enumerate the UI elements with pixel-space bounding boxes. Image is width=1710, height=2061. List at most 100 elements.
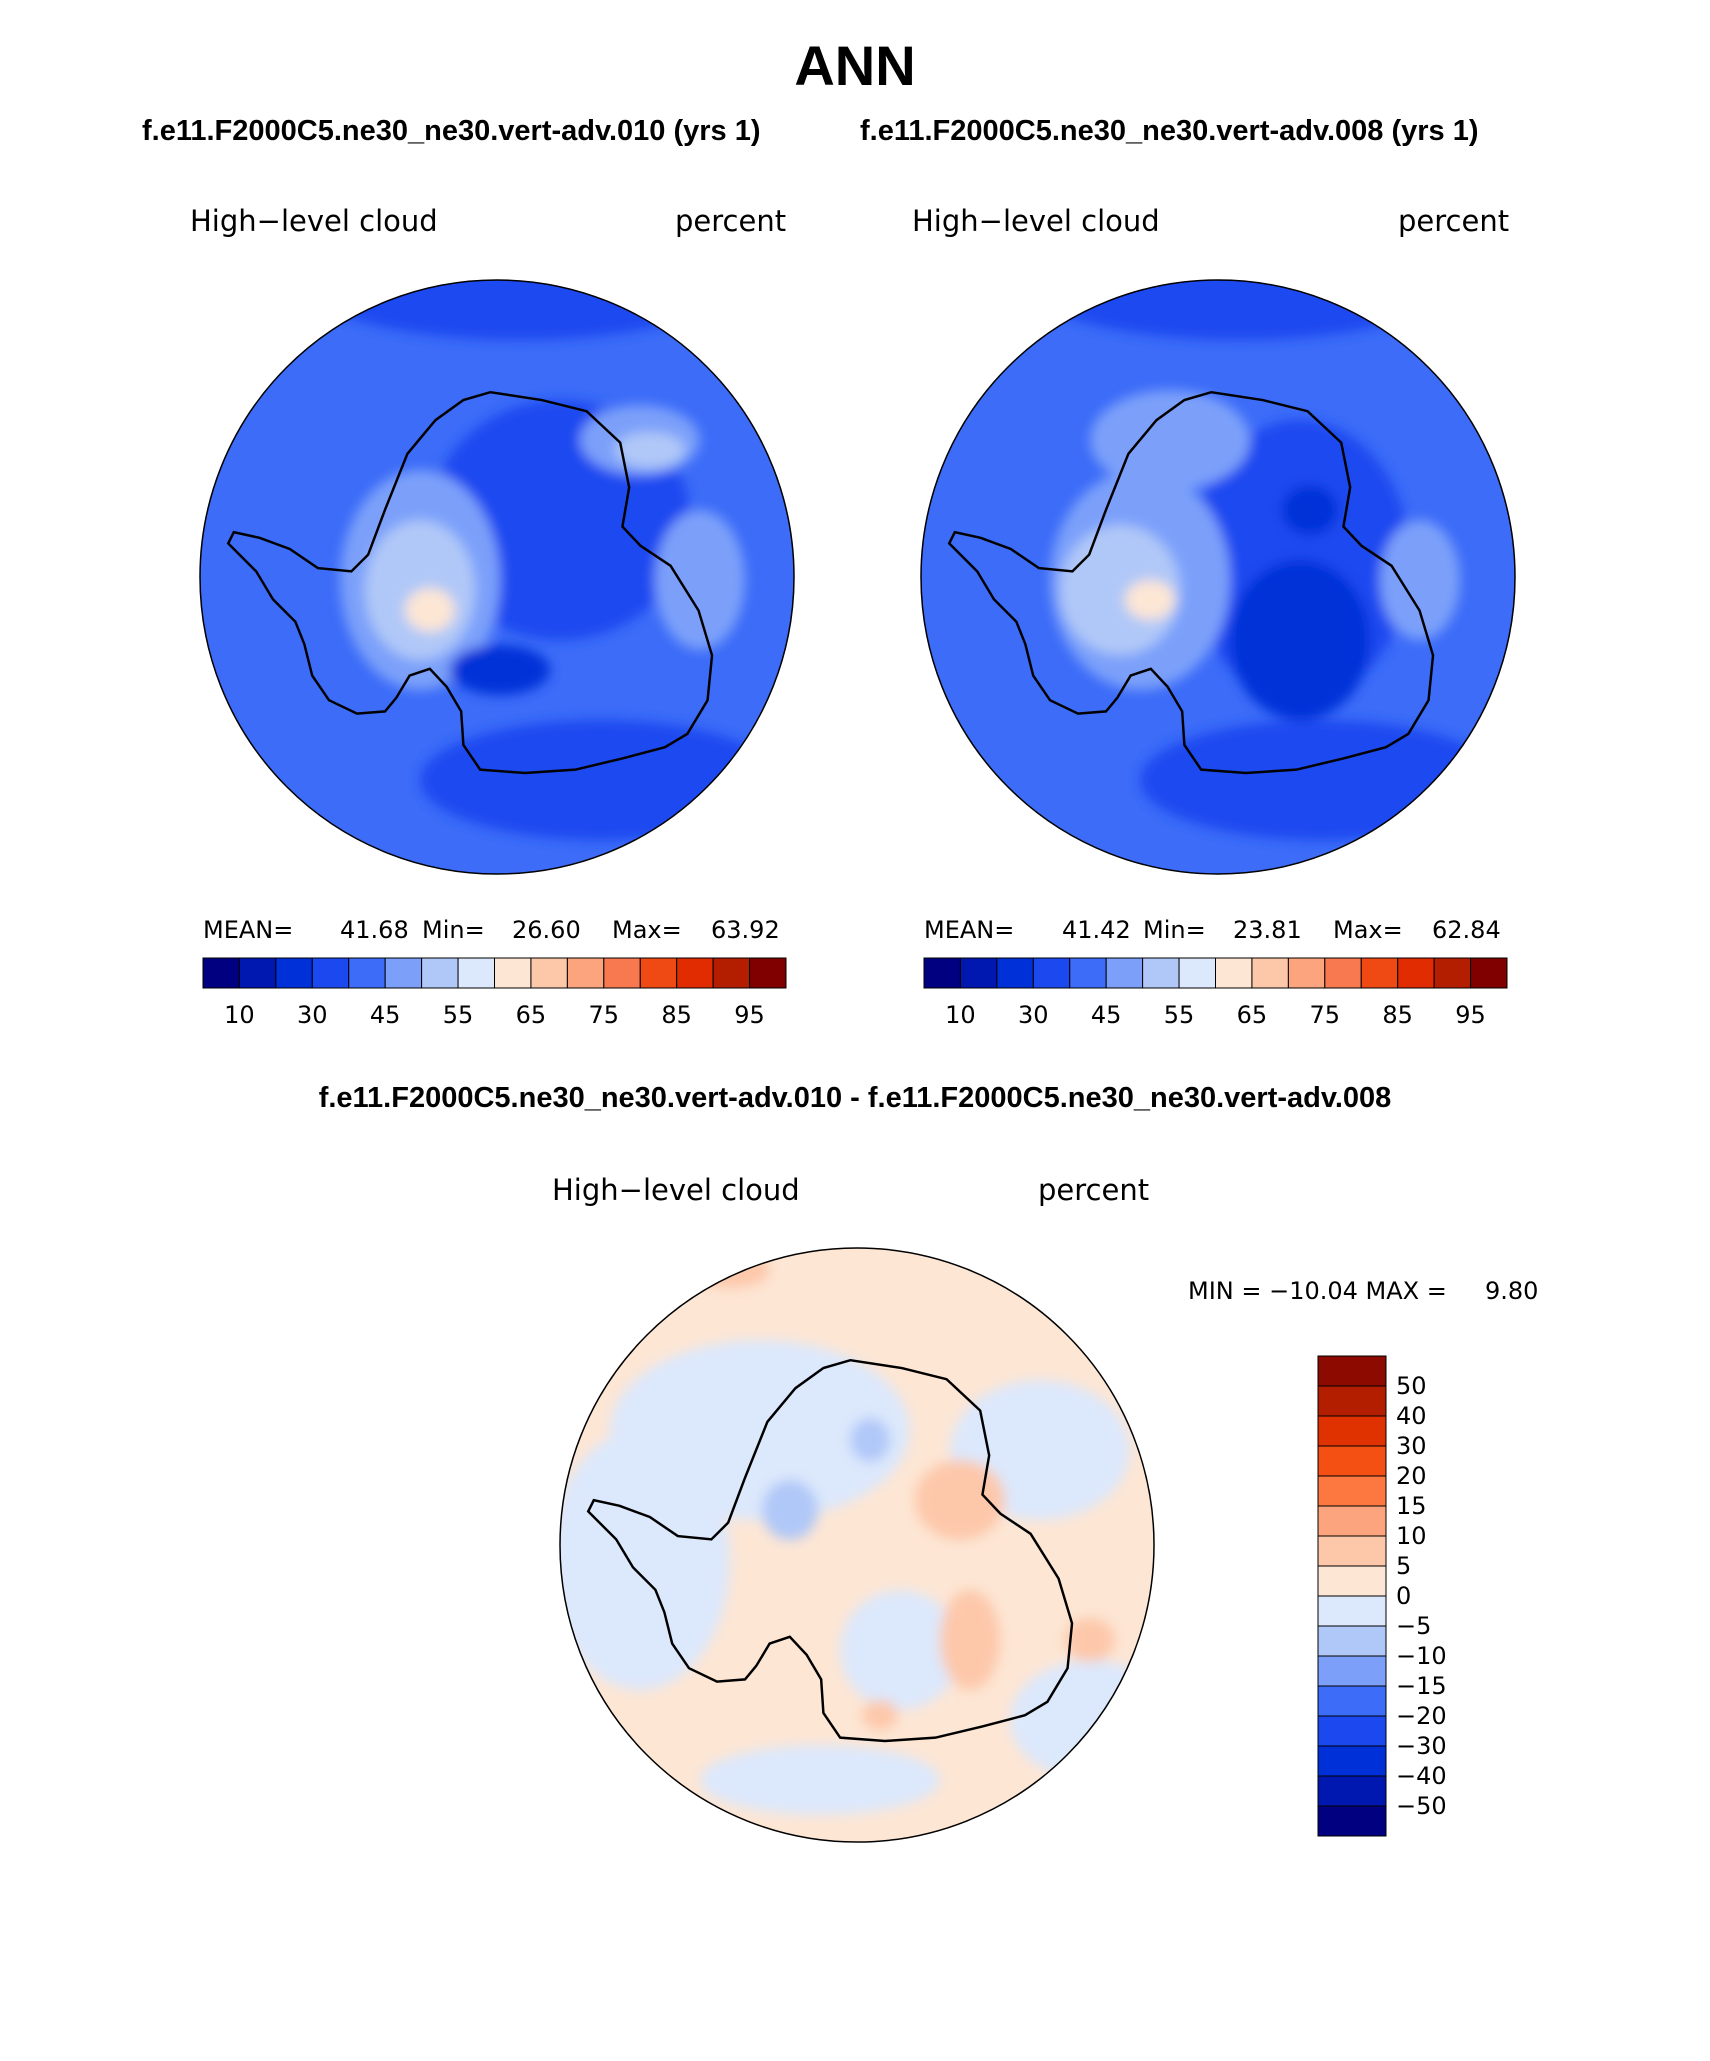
colorbar-swatch [1178,957,1216,989]
colorbar-swatch [1317,1385,1387,1417]
map-right-region [1282,485,1338,535]
colorbar-swatch [996,957,1034,989]
colorbar-swatch [530,957,568,989]
colorbar-swatch [238,957,277,989]
colorbar-swatch [494,957,532,989]
colorbar-tick-label: 10 [945,1001,976,1029]
colorbar-swatch [1069,957,1107,989]
map-left-region [420,720,780,840]
colorbar-swatch [712,957,751,989]
stat-mean-label: MEAN= [203,916,293,944]
map-left-region [300,280,740,340]
colorbar-swatch [1032,957,1071,989]
colorbar-tick-label: −20 [1396,1702,1447,1730]
map-left-border [199,279,795,875]
map-right-region [1125,580,1175,620]
colorbar-swatch [1317,1505,1387,1537]
colorbar-tick-label: −40 [1396,1762,1447,1790]
map-right-border [920,279,1516,875]
map-left-region [655,510,745,650]
colorbar-swatch [676,957,714,989]
map-diff-region [1010,1660,1154,1780]
stat-mean-value: 41.42 [1062,916,1131,944]
stat-min-value: 23.81 [1233,916,1302,944]
map-diff [560,1248,1154,1842]
colorbar-swatch [1215,957,1253,989]
panel-diff-units: percent [1038,1173,1149,1207]
figure-title: ANN [794,34,915,97]
map-diff-region [915,1460,1005,1540]
colorbar-tick-label: 75 [589,1001,620,1029]
colorbar-left: 10 30 45 55 65 75 85 95 [202,957,787,1029]
subtitle-right: f.e11.F2000C5.ne30_ne30.vert-adv.008 (yr… [860,115,1479,147]
stats-left: MEAN= 41.68 Min= 26.60 Max= 63.92 [203,916,780,944]
stat-max-label: Max= [1333,916,1403,944]
colorbar-swatch [1105,957,1144,989]
colorbar-swatch [1317,1595,1387,1627]
colorbar-tick-label: −50 [1396,1792,1447,1820]
colorbar-tick-label: 95 [734,1001,765,1029]
map-diff-region [862,1700,898,1730]
map-diff-region [762,1480,818,1540]
panel-left-variable: High−level cloud [190,204,438,238]
colorbar-swatch [1317,1535,1387,1567]
colorbar-swatch [1433,957,1472,989]
colorbar-tick-label: 45 [370,1001,401,1029]
colorbar-swatch [1317,1715,1387,1747]
colorbar-swatch [1397,957,1435,989]
colorbar-tick-label: 50 [1396,1372,1427,1400]
map-left-region [405,588,455,632]
colorbar-tick-label: 10 [1396,1522,1427,1550]
colorbar-swatch [1287,957,1326,989]
colorbar-tick-label: 85 [1382,1001,1413,1029]
colorbar-swatch [275,957,313,989]
colorbar-tick-label: 55 [443,1001,474,1029]
colorbar-swatch [923,957,961,989]
colorbar-swatch [384,957,423,989]
colorbar-swatch [1317,1565,1387,1597]
colorbar-swatch [959,957,998,989]
colorbar-tick-label: 0 [1396,1582,1411,1610]
map-diff-region [700,1745,940,1815]
colorbar-swatch [1142,957,1180,989]
colorbar-tick-label: 5 [1396,1552,1411,1580]
panel-left-units: percent [675,204,786,238]
stat-max-value: 63.92 [711,916,780,944]
map-diff-border [559,1247,1155,1843]
colorbar-swatch [1317,1355,1387,1387]
stat-max-label: Max= [612,916,682,944]
panel-right-variable: High−level cloud [912,204,1160,238]
stat-mean-value: 41.68 [340,916,409,944]
panel-right-units: percent [1398,204,1509,238]
colorbar-swatch [1360,957,1399,989]
colorbar-right: 10 30 45 55 65 75 85 95 [923,957,1508,1029]
colorbar-tick-label: −5 [1396,1612,1431,1640]
stat-min-value: 26.60 [512,916,581,944]
stat-max-value: 62.84 [1432,916,1501,944]
colorbar-tick-label: 45 [1091,1001,1122,1029]
colorbar-tick-label: 40 [1396,1402,1427,1430]
colorbar-swatch [566,957,605,989]
colorbar-tick-label: 20 [1396,1462,1427,1490]
colorbar-swatch [1317,1415,1387,1447]
map-right-region [1380,520,1460,640]
map-right [921,280,1515,874]
map-left-region [615,432,685,468]
colorbar-swatch [1251,957,1289,989]
map-right-region [1230,560,1370,720]
map-right-region [1090,390,1250,490]
colorbar-swatch [1317,1655,1387,1687]
colorbar-swatch [1317,1685,1387,1717]
colorbar-swatch [202,957,240,989]
stat-min-label: Min= [422,916,485,944]
map-diff-region [560,1430,730,1690]
colorbar-tick-label: 30 [1018,1001,1049,1029]
map-right-region [1140,720,1500,840]
map-right-region [1020,280,1460,340]
panel-diff-variable: High−level cloud [552,1173,800,1207]
map-left [200,280,794,874]
map-diff-region [840,1590,960,1710]
colorbar-tick-label: 95 [1455,1001,1486,1029]
